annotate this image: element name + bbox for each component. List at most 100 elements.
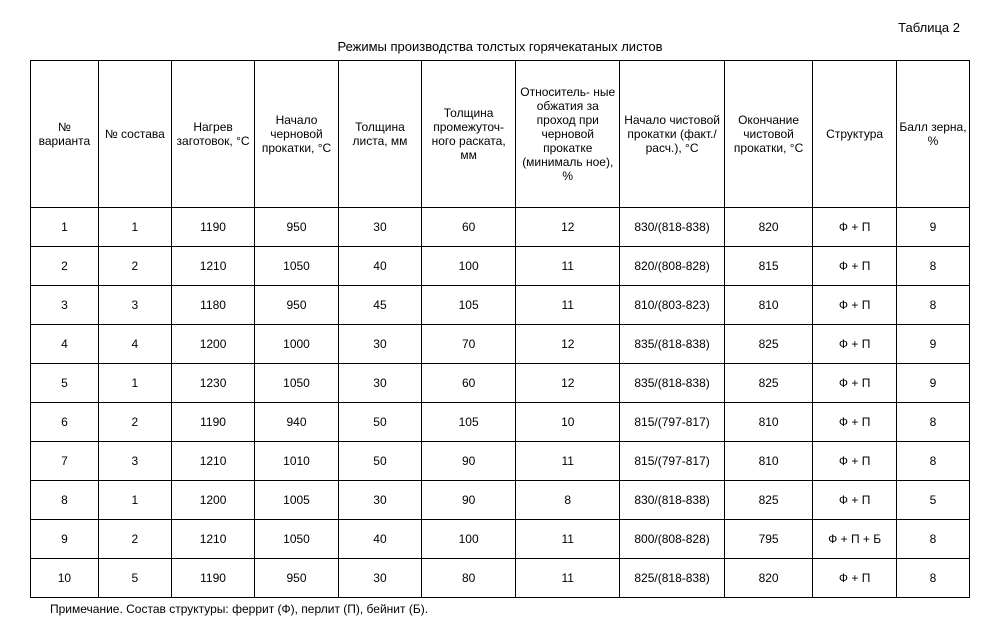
table-cell: 9 (896, 208, 969, 247)
col-header: Структура (813, 61, 896, 208)
col-header: Окончание чистовой прокатки, °С (724, 61, 813, 208)
table-footnote: Примечание. Состав структуры: феррит (Ф)… (30, 602, 970, 616)
table-cell: 1005 (255, 481, 338, 520)
table-cell: 12 (516, 325, 620, 364)
col-header: Начало черновой прокатки, °С (255, 61, 338, 208)
table-row: 5112301050306012835/(818-838)825Ф + П9 (31, 364, 970, 403)
table-cell: 30 (338, 208, 421, 247)
table-cell: Ф + П (813, 481, 896, 520)
table-cell: 12 (516, 364, 620, 403)
table-cell: 10 (516, 403, 620, 442)
table-row: 3311809504510511810/(803-823)810Ф + П8 (31, 286, 970, 325)
table-cell: 800/(808-828) (620, 520, 724, 559)
table-cell: 950 (255, 559, 338, 598)
table-cell: 30 (338, 481, 421, 520)
table-cell: 810 (724, 403, 813, 442)
table-cell: 30 (338, 325, 421, 364)
table-cell: 10 (31, 559, 99, 598)
data-table: № варианта № состава Нагрев заготовок, °… (30, 60, 970, 598)
table-cell: 70 (422, 325, 516, 364)
table-cell: 1010 (255, 442, 338, 481)
table-row: 4412001000307012835/(818-838)825Ф + П9 (31, 325, 970, 364)
table-cell: 9 (31, 520, 99, 559)
col-header: Толщина листа, мм (338, 61, 421, 208)
table-cell: Ф + П (813, 247, 896, 286)
table-cell: 50 (338, 403, 421, 442)
table-cell: Ф + П + Б (813, 520, 896, 559)
table-row: 6211909405010510815/(797-817)810Ф + П8 (31, 403, 970, 442)
table-cell: 1190 (171, 559, 254, 598)
table-cell: 1230 (171, 364, 254, 403)
table-cell: 1050 (255, 520, 338, 559)
table-cell: 11 (516, 442, 620, 481)
table-cell: 8 (896, 403, 969, 442)
table-row: 1051190950308011825/(818-838)820Ф + П8 (31, 559, 970, 598)
table-cell: 1000 (255, 325, 338, 364)
table-cell: 8 (896, 247, 969, 286)
table-cell: 1210 (171, 247, 254, 286)
table-cell: 50 (338, 442, 421, 481)
table-cell: 60 (422, 208, 516, 247)
table-cell: 830/(818-838) (620, 208, 724, 247)
table-cell: 820/(808-828) (620, 247, 724, 286)
table-cell: 105 (422, 403, 516, 442)
table-cell: 1 (98, 364, 171, 403)
table-cell: 9 (896, 364, 969, 403)
col-header: Балл зерна, % (896, 61, 969, 208)
table-cell: 1 (31, 208, 99, 247)
table-cell: Ф + П (813, 286, 896, 325)
table-body: 111190950306012830/(818-838)820Ф + П9221… (31, 208, 970, 598)
table-title: Режимы производства толстых горячекатаны… (30, 39, 970, 54)
table-cell: 1180 (171, 286, 254, 325)
table-cell: 830/(818-838) (620, 481, 724, 520)
table-cell: 1210 (171, 520, 254, 559)
table-cell: 820 (724, 208, 813, 247)
table-cell: 8 (896, 286, 969, 325)
table-cell: 815/(797-817) (620, 442, 724, 481)
table-cell: Ф + П (813, 559, 896, 598)
col-header: № варианта (31, 61, 99, 208)
col-header: Начало чистовой прокатки (факт./расч.), … (620, 61, 724, 208)
table-cell: 60 (422, 364, 516, 403)
table-cell: 1210 (171, 442, 254, 481)
table-cell: 835/(818-838) (620, 325, 724, 364)
table-cell: 835/(818-838) (620, 364, 724, 403)
table-cell: 3 (98, 286, 171, 325)
table-cell: 30 (338, 364, 421, 403)
table-cell: 12 (516, 208, 620, 247)
table-cell: 940 (255, 403, 338, 442)
table-cell: 1 (98, 208, 171, 247)
col-header: Относитель- ные обжатия за проход при че… (516, 61, 620, 208)
table-cell: 950 (255, 286, 338, 325)
table-cell: 5 (31, 364, 99, 403)
table-cell: 90 (422, 481, 516, 520)
table-cell: 1050 (255, 364, 338, 403)
table-cell: Ф + П (813, 208, 896, 247)
table-cell: 8 (516, 481, 620, 520)
table-cell: 1190 (171, 208, 254, 247)
table-cell: 820 (724, 559, 813, 598)
table-cell: 4 (98, 325, 171, 364)
table-header-row: № варианта № состава Нагрев заготовок, °… (31, 61, 970, 208)
table-cell: 1200 (171, 325, 254, 364)
table-row: 92121010504010011800/(808-828)795Ф + П +… (31, 520, 970, 559)
table-cell: 45 (338, 286, 421, 325)
table-row: 111190950306012830/(818-838)820Ф + П9 (31, 208, 970, 247)
table-cell: 5 (98, 559, 171, 598)
table-cell: 7 (31, 442, 99, 481)
table-cell: 4 (31, 325, 99, 364)
table-cell: 40 (338, 520, 421, 559)
table-cell: 8 (896, 442, 969, 481)
table-cell: 825 (724, 481, 813, 520)
col-header: Нагрев заготовок, °С (171, 61, 254, 208)
table-cell: 3 (98, 442, 171, 481)
table-cell: 40 (338, 247, 421, 286)
table-cell: 1 (98, 481, 171, 520)
table-cell: Ф + П (813, 403, 896, 442)
table-cell: 8 (896, 559, 969, 598)
table-cell: 810 (724, 442, 813, 481)
table-cell: 795 (724, 520, 813, 559)
table-cell: 825 (724, 364, 813, 403)
table-cell: 5 (896, 481, 969, 520)
table-row: 811200100530908830/(818-838)825Ф + П5 (31, 481, 970, 520)
